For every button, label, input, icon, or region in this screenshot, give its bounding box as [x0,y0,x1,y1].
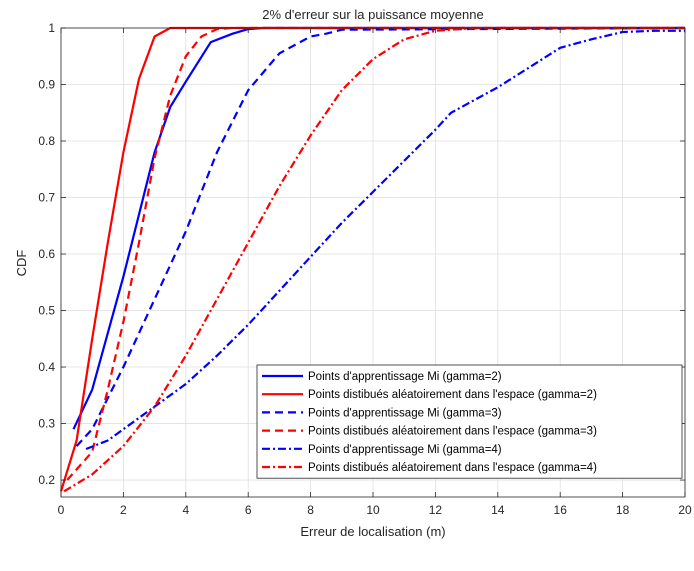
y-tick-label: 0.6 [38,247,55,261]
y-tick-label: 0.2 [38,473,55,487]
series-line-3 [75,26,686,447]
legend: Points d'apprentissage Mi (gamma=2) Point… [256,364,683,479]
y-tick-label: 0.7 [38,191,55,205]
axis-ticks: 0 2 4 6 8 10 12 14 16 18 20 0.2 0.3 0.4 0.5 0.6 0.7 0.8 0.… [38,21,692,517]
y-tick-label: 1 [48,21,55,35]
legend-label: Points distibués aléatoirement dans l'es… [308,389,597,401]
x-tick-label: 6 [245,503,252,517]
legend-box [256,364,683,479]
x-tick-label: 2 [120,503,127,517]
legend-label: Points d'apprentissage Mi (gamma=3) [308,407,502,419]
x-tick-label: 10 [366,503,380,517]
legend-label: Points distibués aléatoirement dans l'es… [308,426,597,438]
x-tick-label: 12 [429,503,443,517]
x-tick-label: 8 [307,503,314,517]
chart-title: 2% d'erreur sur la puissance moyenne [262,7,483,22]
x-tick-label: 14 [491,503,505,517]
series-line-6 [63,26,685,493]
series-line-5 [85,29,685,451]
x-tick-label: 18 [616,503,630,517]
x-tick-label: 4 [182,503,189,517]
legend-label: Points d'apprentissage Mi (gamma=4) [308,444,502,456]
x-axis-title: Erreur de localisation (m) [300,524,445,539]
y-tick-label: 0.3 [38,417,55,431]
y-tick-label: 0.4 [38,360,55,374]
x-tick-label: 0 [58,503,65,517]
x-tick-label: 16 [554,503,568,517]
y-tick-label: 0.8 [38,134,55,148]
y-axis-title: CDF [14,250,29,277]
y-tick-label: 0.5 [38,304,55,318]
series-lines [59,26,686,493]
legend-label: Points d'apprentissage Mi (gamma=2) [308,371,502,383]
legend-label: Points distibués aléatoirement dans l'es… [308,462,597,474]
series-line-4 [66,26,685,481]
y-tick-label: 0.9 [38,78,55,92]
x-tick-label: 20 [678,503,692,517]
